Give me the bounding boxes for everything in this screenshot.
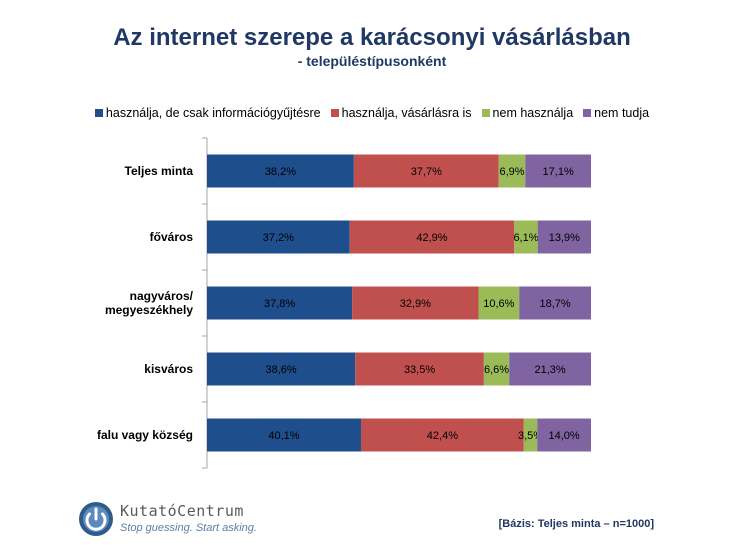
bar-segment bbox=[207, 154, 354, 188]
legend-label-1: használja, vásárlásra is bbox=[341, 106, 472, 120]
bar-segment bbox=[519, 286, 591, 320]
category-label-line: Teljes minta bbox=[125, 164, 194, 178]
bar-segment bbox=[478, 286, 520, 320]
data-label: 42,9% bbox=[416, 232, 447, 244]
category-label-line: nagyváros/ bbox=[130, 289, 194, 303]
category-label-line: főváros bbox=[150, 230, 194, 244]
category-label: nagyváros/megyeszékhely bbox=[105, 289, 194, 317]
bar-segment bbox=[537, 220, 591, 254]
data-label: 18,7% bbox=[539, 298, 570, 310]
data-label: 10,6% bbox=[483, 298, 514, 310]
legend-item-1: használja, vásárlásra is bbox=[330, 106, 472, 120]
bar-segment bbox=[207, 418, 361, 452]
legend-item-2: nem használja bbox=[481, 106, 574, 120]
data-label: 17,1% bbox=[543, 166, 574, 178]
data-label: 32,9% bbox=[400, 298, 431, 310]
data-label: 13,9% bbox=[549, 232, 580, 244]
bar-segment bbox=[207, 286, 353, 320]
category-label-line: falu vagy község bbox=[97, 428, 193, 442]
data-label: 37,7% bbox=[411, 166, 442, 178]
kutatocentrum-logo: KutatóCentrum Stop guessing. Start askin… bbox=[78, 500, 288, 542]
bar-segment bbox=[525, 154, 591, 188]
data-label: 6,9% bbox=[499, 166, 524, 178]
category-label-line: kisváros bbox=[144, 362, 193, 376]
legend-item-0: használja, de csak információgyűjtésre bbox=[94, 106, 321, 120]
bar-segment bbox=[207, 220, 350, 254]
logo-name: KutatóCentrum bbox=[120, 502, 244, 520]
data-label: 14,0% bbox=[549, 430, 580, 442]
chart-legend: használja, de csak információgyűjtésre ha… bbox=[0, 106, 744, 120]
data-label: 6,1% bbox=[513, 232, 538, 244]
bar-segment bbox=[509, 352, 591, 386]
data-label: 38,2% bbox=[265, 166, 296, 178]
bar-segment bbox=[360, 418, 524, 452]
category-label-line: megyeszékhely bbox=[105, 303, 193, 317]
category-label: főváros bbox=[150, 230, 194, 244]
bar-segment bbox=[514, 220, 538, 254]
data-label: 33,5% bbox=[404, 364, 435, 376]
data-label: 3,5% bbox=[518, 430, 543, 442]
stacked-bar-chart: Teljes minta 38,2% 37,7% 6,9% 17,1% főváros 37… bbox=[97, 137, 591, 469]
chart-title: Az internet szerepe a karácsonyi vásárlá… bbox=[113, 24, 631, 51]
bar-segment bbox=[537, 418, 591, 452]
legend-label-2: nem használja bbox=[492, 106, 574, 120]
category-label: falu vagy község bbox=[97, 428, 193, 442]
data-label: 37,8% bbox=[264, 298, 295, 310]
legend-swatch-1 bbox=[330, 109, 339, 117]
category-label: kisváros bbox=[144, 362, 193, 376]
bar-segment bbox=[352, 286, 479, 320]
data-label: 6,6% bbox=[484, 364, 509, 376]
data-label: 38,6% bbox=[266, 364, 297, 376]
category-label: Teljes minta bbox=[125, 164, 194, 178]
power-logo-icon bbox=[79, 502, 113, 536]
bar-segment bbox=[498, 154, 526, 188]
bar-segment bbox=[349, 220, 515, 254]
bar-segment bbox=[523, 418, 538, 452]
logo-tagline: Stop guessing. Start asking. bbox=[120, 522, 257, 534]
chart-subtitle: - településtípusonként bbox=[297, 53, 447, 69]
data-label: 40,1% bbox=[268, 430, 299, 442]
legend-label-0: használja, de csak információgyűjtésre bbox=[105, 106, 321, 120]
legend-swatch-2 bbox=[481, 109, 490, 117]
bar-segment bbox=[483, 352, 510, 386]
data-label: 37,2% bbox=[263, 232, 294, 244]
data-label: 21,3% bbox=[535, 364, 566, 376]
legend-label-3: nem tudja bbox=[594, 106, 650, 120]
bar-segment bbox=[207, 352, 356, 386]
legend-swatch-3 bbox=[583, 109, 592, 117]
bar-segment bbox=[353, 154, 499, 188]
data-label: 42,4% bbox=[427, 430, 458, 442]
footnote: [Bázis: Teljes minta – n=1000] bbox=[498, 518, 654, 530]
bar-segment bbox=[355, 352, 484, 386]
legend-item-3: nem tudja bbox=[583, 106, 649, 120]
legend-swatch-0 bbox=[94, 109, 103, 117]
